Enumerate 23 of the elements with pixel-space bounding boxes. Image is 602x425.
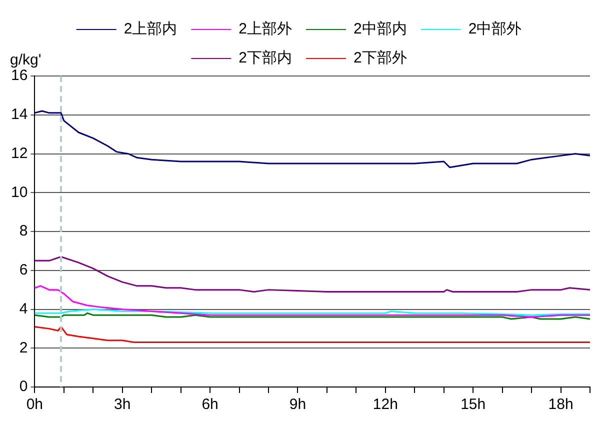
x-tick-label: 0h <box>26 396 44 414</box>
x-tick-label: 15h <box>460 396 486 414</box>
x-tick-label: 3h <box>114 396 131 414</box>
y-tick-label: 2 <box>19 339 28 356</box>
y-tick-label: 10 <box>10 184 28 201</box>
legend-label: 2上部外 <box>238 20 292 38</box>
y-tick-label: 4 <box>19 300 28 318</box>
x-tick-label: 12h <box>372 396 398 414</box>
y-tick-label: 12 <box>10 144 28 162</box>
x-tick-label: 6h <box>202 396 218 414</box>
legend-label: 2下部内 <box>238 50 292 67</box>
y-tick-label: 0 <box>19 378 28 396</box>
x-tick-label: 18h <box>548 396 574 414</box>
y-axis-title: g/kg' <box>10 52 42 69</box>
legend-label: 2中部外 <box>468 20 522 38</box>
legend-label: 2下部外 <box>354 50 407 67</box>
y-tick-label: 6 <box>19 262 28 279</box>
x-tick-label: 9h <box>289 396 306 414</box>
y-tick-label: 14 <box>10 106 28 124</box>
y-tick-label: 8 <box>19 222 28 240</box>
y-tick-label: 16 <box>10 67 28 84</box>
legend-label: 2中部内 <box>354 20 407 38</box>
legend-label: 2上部内 <box>124 20 178 38</box>
